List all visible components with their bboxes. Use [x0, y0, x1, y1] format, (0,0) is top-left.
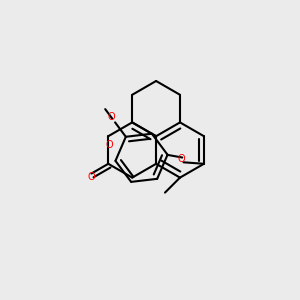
Text: O: O [105, 140, 113, 150]
Text: O: O [177, 154, 185, 164]
Text: O: O [88, 172, 95, 182]
Text: O: O [107, 112, 115, 122]
